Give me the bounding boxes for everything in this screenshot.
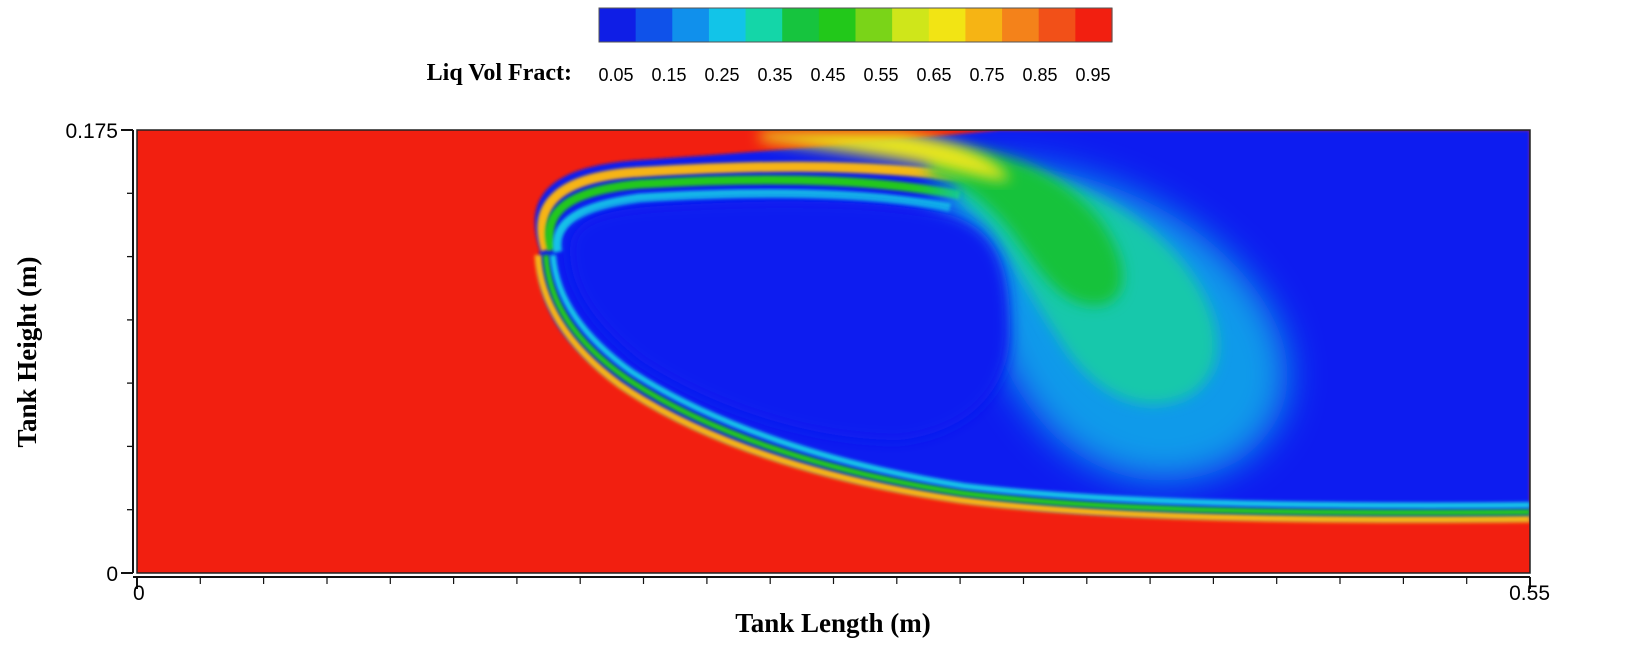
- colorbar-cell: [928, 8, 967, 42]
- colorbar-cell: [1075, 8, 1113, 42]
- colorbar-tick-label: 0.65: [916, 65, 951, 85]
- colorbar-cell: [672, 8, 710, 42]
- y-axis: 0 0.175 Tank Height (m): [12, 120, 134, 586]
- y-tick-label: 0.175: [65, 120, 118, 143]
- interface-lower-yellow: [534, 254, 1530, 524]
- crest-top-yellow: [760, 132, 1010, 181]
- colorbar-tick-label: 0.05: [598, 65, 633, 85]
- colorbar-cell: [745, 8, 783, 42]
- colorbar-cell: [635, 8, 673, 42]
- colorbar-tick-label: 0.45: [810, 65, 845, 85]
- colorbar-cell: [708, 8, 747, 42]
- y-axis-title: Tank Height (m): [12, 256, 42, 447]
- x-tick-label: 0: [133, 582, 145, 605]
- interface-band-yellow: [537, 161, 971, 252]
- plot-frame: [136, 129, 1531, 574]
- colorbar-tick-label: 0.35: [757, 65, 792, 85]
- interface-lower-cyan: [550, 254, 1530, 509]
- interface-band-green: [545, 175, 961, 252]
- x-tick-label: 0.55: [1509, 582, 1550, 605]
- colorbar-cell: [855, 8, 893, 42]
- wave-crest-mixing-zone: [760, 132, 1288, 481]
- gas-core: [570, 201, 1010, 440]
- crest-core: [930, 149, 1123, 306]
- interface-band-cyan: [552, 189, 951, 253]
- colorbar-cell: [1002, 8, 1040, 42]
- colorbar: Liq Vol Fract: 0.05 0.15 0.25 0.35 0.45 0.55 0…: [427, 7, 1113, 86]
- colorbar-cell: [892, 8, 930, 42]
- plot-area: [137, 130, 1530, 573]
- colorbar-cell: [1038, 8, 1076, 42]
- colorbar-tick-label: 0.15: [651, 65, 686, 85]
- colorbar-tick-label: 0.55: [863, 65, 898, 85]
- x-axis: 0 0.55 Tank Length (m): [133, 576, 1550, 638]
- colorbar-cell: [782, 8, 820, 42]
- colorbar-tick-label: 0.25: [704, 65, 739, 85]
- colorbar-tick-label: 0.95: [1075, 65, 1110, 85]
- interface-lower-green: [543, 254, 1530, 516]
- colorbar-tick-label: 0.85: [1022, 65, 1057, 85]
- colorbar-cell: [599, 8, 637, 42]
- y-tick-label: 0: [106, 563, 118, 586]
- colorbar-cell: [818, 8, 857, 42]
- colorbar-tick-label: 0.75: [969, 65, 1004, 85]
- colorbar-cell: [965, 8, 1003, 42]
- x-axis-title: Tank Length (m): [735, 608, 931, 638]
- colorbar-label: Liq Vol Fract:: [427, 60, 572, 86]
- colorbar-frame: [598, 7, 1113, 43]
